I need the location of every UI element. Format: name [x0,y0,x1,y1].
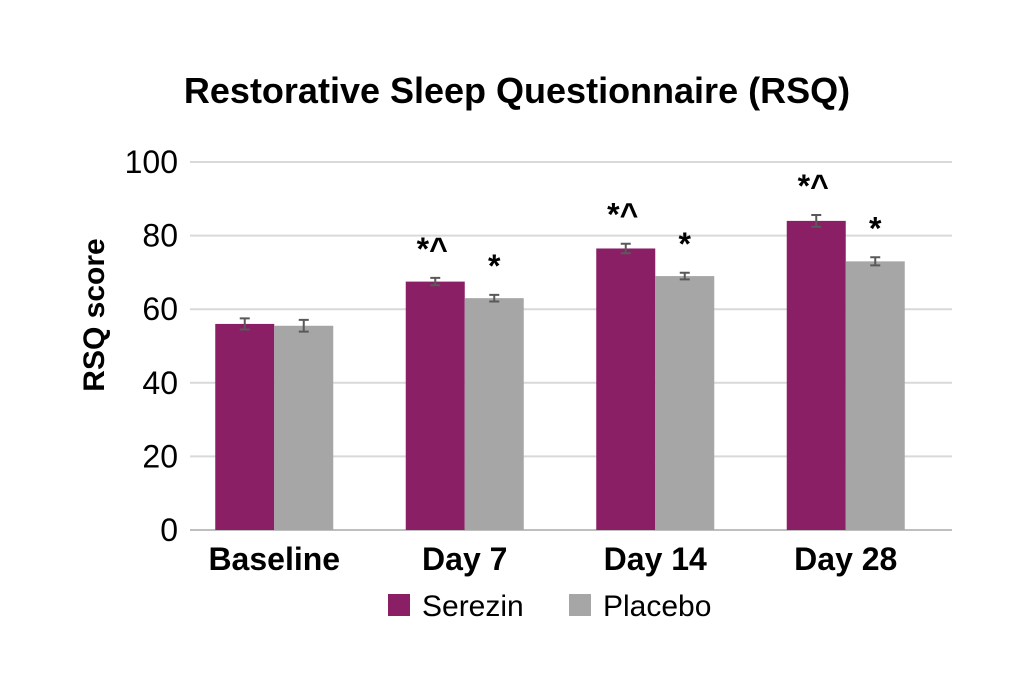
bar-serezin-1 [405,281,465,530]
significance-marker: * [679,226,692,262]
x-tick-label: Day 7 [422,541,507,577]
y-tick-label: 20 [142,438,178,474]
legend-swatch-serezin [388,594,410,616]
error-bar-placebo-2 [679,271,690,281]
x-axis-ticks: Baseline Day 7 Day 14 Day 28 [208,541,897,577]
legend-swatch-placebo [569,594,591,616]
bar-placebo-2 [655,276,715,530]
y-tick-label: 80 [142,218,178,254]
bar-serezin-0 [215,323,275,530]
bar-placebo-0 [274,325,334,530]
error-bars [239,213,881,333]
legend-label-placebo: Placebo [603,590,711,623]
x-tick-label: Day 14 [604,541,707,577]
y-axis-ticks: 0 20 40 60 80 100 [125,144,178,548]
error-bar-serezin-1 [430,276,441,287]
bar-placebo-3 [845,261,905,530]
error-bar-serezin-3 [811,213,822,228]
error-bar-placebo-0 [298,318,309,333]
y-tick-label: 60 [142,291,178,327]
legend-label-serezin: Serezin [422,590,524,623]
error-bar-placebo-1 [489,293,500,303]
bar-placebo-1 [464,298,524,530]
error-bar-placebo-3 [870,256,881,267]
significance-marker: *^ [417,231,448,267]
y-tick-label: 0 [160,512,178,548]
significance-markers: *^ * *^ * *^ * [417,168,882,284]
x-tick-label: Baseline [208,541,340,577]
significance-marker: * [488,248,501,284]
y-tick-label: 40 [142,365,178,401]
significance-marker: * [869,210,882,246]
significance-marker: *^ [607,197,638,233]
x-tick-label: Day 28 [794,541,897,577]
significance-marker: *^ [798,168,829,204]
bar-serezin-3 [786,220,846,530]
y-tick-label: 100 [125,144,178,180]
bars [215,220,905,531]
bar-serezin-2 [596,248,656,531]
chart-title: Restorative Sleep Questionnaire (RSQ) [184,70,850,111]
error-bar-serezin-2 [620,242,631,255]
error-bar-serezin-0 [239,317,250,331]
legend: Serezin Placebo [388,590,711,623]
y-axis-label: RSQ score [78,238,111,391]
